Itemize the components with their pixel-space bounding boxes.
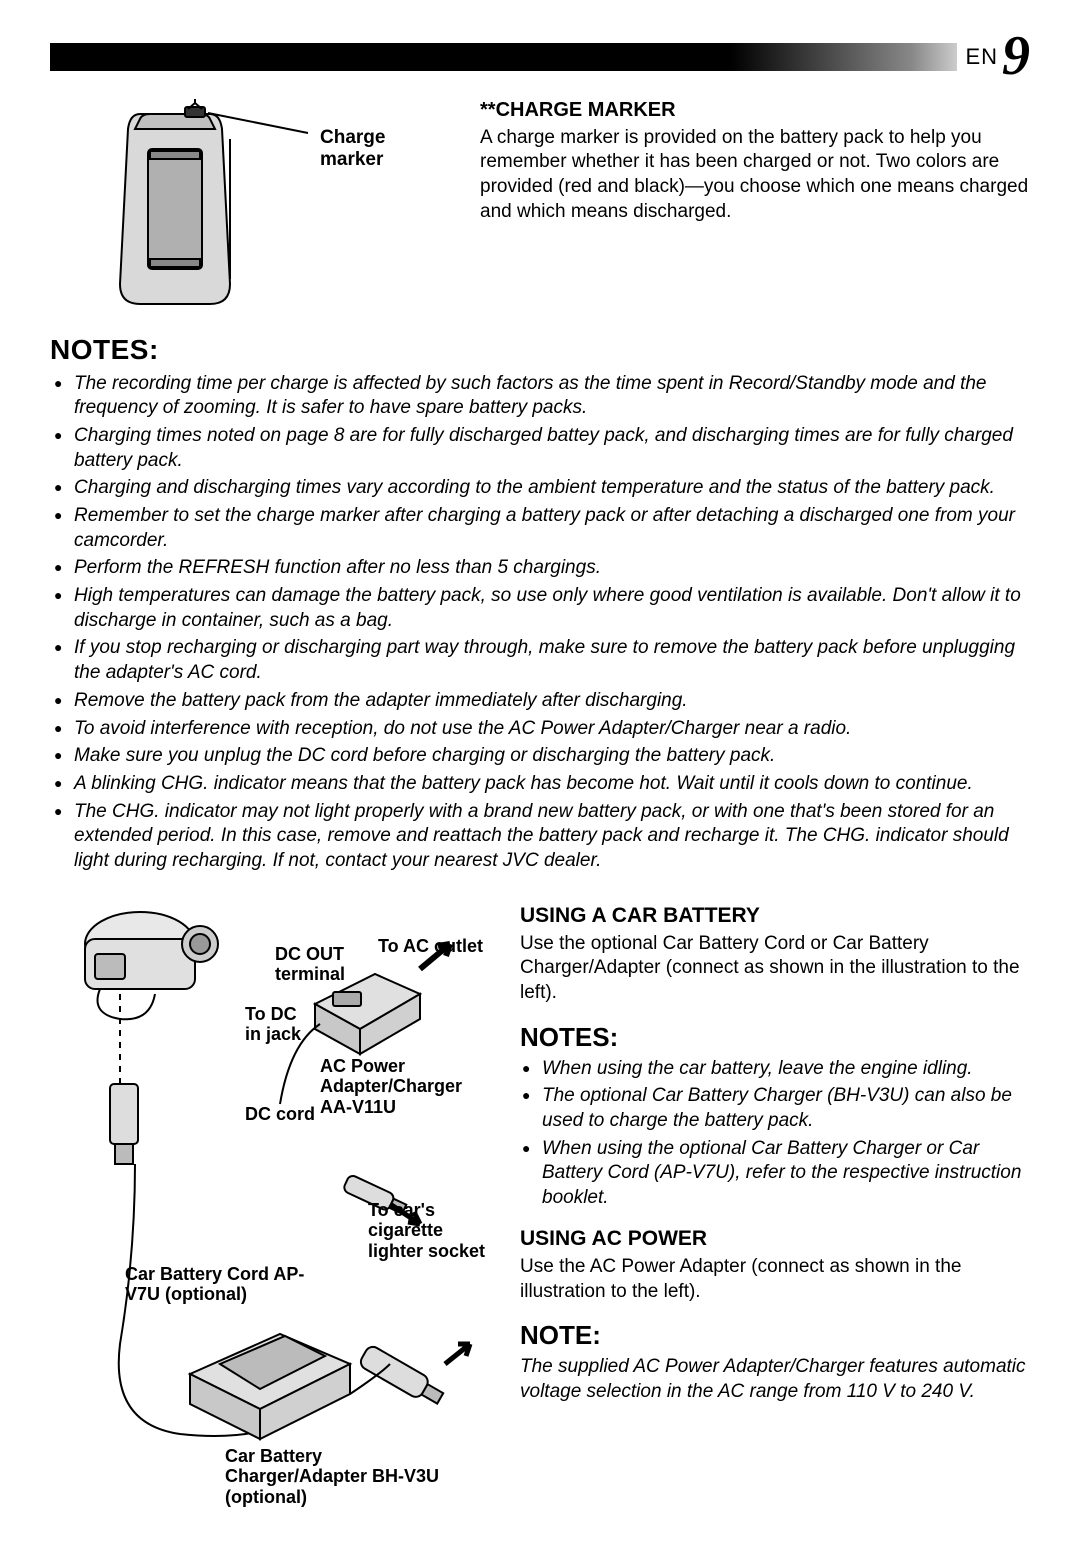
note-item: Perform the REFRESH function after no le… (50, 556, 1030, 581)
notes-list-1: The recording time per charge is affecte… (50, 372, 1030, 874)
charge-marker-text-column: **CHARGE MARKER A charge marker is provi… (480, 99, 1030, 314)
notes-list-2: When using the car battery, leave the en… (520, 1057, 1030, 1211)
car-battery-heading: USING A CAR BATTERY (520, 904, 1030, 928)
to-dc-label: To DC in jack (245, 1004, 305, 1045)
car-battery-body: Use the optional Car Battery Cord or Car… (520, 932, 1030, 1006)
battery-pack-icon (50, 99, 330, 309)
ac-power-body: Use the AC Power Adapter (connect as sho… (520, 1255, 1030, 1304)
ac-adapter-label: AC Power Adapter/Charger AA-V11U (320, 1056, 490, 1118)
battery-illustration-column: Charge marker (50, 99, 450, 314)
charge-marker-section: Charge marker **CHARGE MARKER A charge m… (50, 99, 1030, 314)
page-number: 9 (1002, 40, 1030, 74)
note-item: The CHG. indicator may not light properl… (50, 800, 1030, 874)
note-item: To avoid interference with reception, do… (50, 717, 1030, 742)
car-battery-diagram-icon (50, 904, 490, 1494)
right-text-column: USING A CAR BATTERY Use the optional Car… (520, 904, 1030, 1499)
charge-marker-callout: Charge marker (320, 127, 450, 171)
note-body-3: The supplied AC Power Adapter/Charger fe… (520, 1355, 1030, 1404)
notes-heading-1: NOTES: (50, 334, 1030, 366)
dc-cord-label: DC cord (245, 1104, 315, 1125)
lang-label: EN (965, 44, 998, 70)
note-item: Charging and discharging times vary acco… (50, 476, 1030, 501)
note-item: When using the optional Car Battery Char… (520, 1137, 1030, 1211)
note-item: When using the car battery, leave the en… (520, 1057, 1030, 1082)
header-gradient-bar (50, 43, 957, 71)
note-item: Remember to set the charge marker after … (50, 504, 1030, 553)
note-item: Make sure you unplug the DC cord before … (50, 744, 1030, 769)
car-charger-label: Car Battery Charger/Adapter BH-V3U (opti… (225, 1446, 465, 1508)
power-section: DC OUT terminal To AC outlet To DC in ja… (50, 904, 1030, 1499)
note-item: The recording time per charge is affecte… (50, 372, 1030, 421)
to-ac-label: To AC outlet (378, 936, 483, 957)
ac-power-heading: USING AC POWER (520, 1227, 1030, 1251)
car-cord-label: Car Battery Cord AP-V7U (optional) (125, 1264, 305, 1305)
page-header: EN 9 (50, 40, 1030, 74)
note-item: Remove the battery pack from the adapter… (50, 689, 1030, 714)
note-item: A blinking CHG. indicator means that the… (50, 772, 1030, 797)
dc-out-label: DC OUT terminal (275, 944, 375, 985)
note-item: Charging times noted on page 8 are for f… (50, 424, 1030, 473)
to-car-label: To car's cigarette lighter socket (368, 1200, 488, 1262)
note-item: If you stop recharging or discharging pa… (50, 636, 1030, 685)
connection-diagram: DC OUT terminal To AC outlet To DC in ja… (50, 904, 490, 1499)
note-item: The optional Car Battery Charger (BH-V3U… (520, 1084, 1030, 1133)
charge-marker-body: A charge marker is provided on the batte… (480, 126, 1030, 225)
note-item: High temperatures can damage the battery… (50, 584, 1030, 633)
charge-marker-heading: **CHARGE MARKER (480, 99, 1030, 122)
notes-heading-2: NOTES: (520, 1022, 1030, 1053)
note-heading-3: NOTE: (520, 1320, 1030, 1351)
